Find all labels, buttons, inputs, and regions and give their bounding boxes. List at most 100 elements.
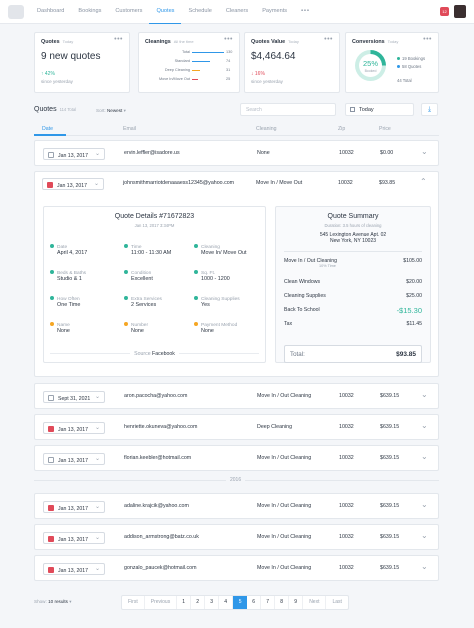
calendar-icon	[47, 181, 53, 188]
more-icon[interactable]: •••	[324, 36, 333, 43]
expand-icon[interactable]: ⌄	[421, 390, 428, 399]
calendar-icon	[48, 425, 54, 432]
cleaning-stat-value: 31	[226, 68, 231, 72]
nav-more-icon[interactable]: •••	[301, 8, 310, 14]
page-number-button[interactable]: 5	[233, 596, 248, 609]
page-number-button[interactable]: 4	[219, 596, 234, 609]
more-icon[interactable]: •••	[224, 36, 233, 43]
kpi-period: Today	[387, 39, 399, 44]
nav-payments[interactable]: Payments	[262, 8, 288, 14]
page-number-button[interactable]: 7	[261, 596, 276, 609]
more-icon[interactable]: •••	[423, 36, 432, 43]
detail-field: Name None	[50, 322, 120, 335]
more-icon[interactable]: •••	[114, 36, 123, 43]
detail-field: Sq. Ft. 1000 - 1200	[194, 270, 264, 283]
cleaning-stat-bar	[192, 79, 199, 81]
details-subtitle: Jan 13, 2017 3:34PM	[134, 223, 175, 228]
col-zip[interactable]: Zip	[338, 126, 346, 132]
col-price[interactable]: Price	[379, 126, 391, 132]
row-zip: 10032	[339, 150, 354, 156]
pager-next-button[interactable]: Next	[303, 596, 327, 609]
table-row[interactable]: Jan 13, 2017 ⌄ gonzalo_paucek@hotmail.com…	[34, 555, 439, 581]
table-row-expanded[interactable]: Jan 13, 2017 ⌄ johnsmithmarriotdenaaaess1…	[34, 171, 439, 197]
search-input[interactable]: Search	[240, 103, 336, 116]
download-icon[interactable]: ⤓	[421, 103, 438, 116]
calendar-icon	[48, 456, 54, 463]
date-filter[interactable]: Today	[345, 103, 414, 116]
user-avatar[interactable]	[454, 5, 466, 18]
date-picker[interactable]: Jan 13, 2017 ⌄	[43, 422, 105, 434]
table-row[interactable]: Jan 13, 2017 ⌄ addison_armstrong@batz.co.…	[34, 524, 439, 550]
cleaning-stat-label: Total	[181, 50, 190, 54]
top-nav: Dashboard Bookings Customers Quotes Sche…	[0, 0, 474, 24]
pager-first-button[interactable]: First	[122, 596, 145, 609]
pager-previous-button[interactable]: Previous	[145, 596, 178, 609]
col-cleaning[interactable]: Cleaning	[256, 126, 277, 132]
table-row[interactable]: Jan 13, 2017 ⌄ henriette.okuneva@yahoo.co…	[34, 414, 439, 440]
status-dot-icon	[194, 296, 198, 300]
collapse-icon[interactable]: ⌃	[420, 177, 427, 186]
row-zip: 10032	[338, 180, 353, 186]
status-dot-icon	[124, 244, 128, 248]
nav-customers[interactable]: Customers	[115, 8, 143, 14]
date-picker[interactable]: Sept 31, 2021 ⌄	[43, 391, 105, 403]
table-row[interactable]: Sept 31, 2021 ⌄ aron.pacocha@yahoo.com Mo…	[34, 383, 439, 409]
expand-icon[interactable]: ⌄	[421, 500, 428, 509]
expand-icon[interactable]: ⌄	[421, 452, 428, 461]
nav-bookings[interactable]: Bookings	[78, 8, 102, 14]
date-picker[interactable]: Jan 13, 2017 ⌄	[43, 453, 105, 465]
summary-total: Total: $93.85	[284, 345, 422, 363]
date-picker[interactable]: Jan 13, 2017 ⌄	[43, 563, 105, 575]
date-picker[interactable]: Jan 13, 2017 ⌄	[43, 148, 105, 160]
table-row[interactable]: Jan 13, 2017 ⌄ ervin.leffler@isadore.us N…	[34, 140, 439, 166]
table-header: Date Email Cleaning Zip Price	[34, 125, 439, 136]
cleaning-stat-row: Standard 74	[145, 58, 243, 66]
expand-icon[interactable]: ⌄	[421, 562, 428, 571]
nav-links: Dashboard Bookings Customers Quotes Sche…	[30, 0, 317, 24]
status-dot-icon	[124, 296, 128, 300]
table-row[interactable]: Jan 13, 2017 ⌄ adaline.krajcik@yahoo.com …	[34, 493, 439, 519]
pager-last-button[interactable]: Last	[332, 599, 342, 605]
row-zip: 10032	[339, 503, 354, 509]
expand-icon[interactable]: ⌄	[421, 147, 428, 156]
row-email: addison_armstrong@batz.co.uk	[124, 534, 199, 540]
date-picker[interactable]: Jan 13, 2017 ⌄	[42, 178, 104, 190]
detail-field: How Often One Time	[50, 296, 120, 309]
kpi-title: Quotes Value	[251, 39, 286, 45]
date-picker[interactable]: Jan 13, 2017 ⌄	[43, 501, 105, 513]
app-logo[interactable]	[8, 5, 24, 19]
row-service: Move In / Out Cleaning	[257, 565, 312, 571]
status-dot-icon	[50, 296, 54, 300]
page-number-button[interactable]: 6	[247, 596, 262, 609]
table-row[interactable]: Jan 13, 2017 ⌄ florian.keebler@hotmail.co…	[34, 445, 439, 471]
col-date[interactable]: Date	[42, 126, 53, 132]
detail-field: Cleaning Supplies Yes	[194, 296, 264, 309]
nav-quotes[interactable]: Quotes	[149, 0, 182, 24]
row-email: aron.pacocha@yahoo.com	[124, 393, 188, 399]
col-email[interactable]: Email	[123, 126, 136, 132]
nav-dashboard[interactable]: Dashboard	[37, 8, 65, 14]
page-number-button[interactable]: 8	[275, 596, 290, 609]
page-number-button[interactable]: 3	[205, 596, 220, 609]
page-number-button[interactable]: 1	[177, 596, 192, 609]
expand-icon[interactable]: ⌄	[421, 421, 428, 430]
page-size-select[interactable]: Show: 10 results ▾	[34, 599, 72, 604]
nav-schedule[interactable]: Schedule	[188, 8, 212, 14]
kpi-value: 9 new quotes	[41, 51, 101, 62]
detail-field: Payment Method None	[194, 322, 264, 335]
page-number-button[interactable]: 2	[191, 596, 206, 609]
detail-field: Date April 4, 2017	[50, 244, 120, 257]
page-number-button[interactable]: 9	[289, 596, 304, 609]
status-dot-icon	[50, 322, 54, 326]
row-email: henriette.okuneva@yahoo.com	[124, 424, 198, 430]
summary-line-item: Clean Windows $20.00	[284, 279, 422, 285]
nav-cleaners[interactable]: Cleaners	[225, 8, 249, 14]
summary-duration: Duration: 3.5 hours of cleaning	[324, 223, 382, 228]
sort-dropdown[interactable]: Sort: Newest ▾	[96, 108, 126, 113]
chevron-down-icon: ⌄	[94, 566, 100, 572]
expand-icon[interactable]: ⌄	[421, 531, 428, 540]
date-picker[interactable]: Jan 13, 2017 ⌄	[43, 532, 105, 544]
row-price: $639.15	[380, 565, 400, 571]
notification-badge[interactable]: 12	[440, 7, 449, 16]
summary-address: 545 Lexington Avenue Apt. 02 New York, NY…	[319, 232, 387, 245]
